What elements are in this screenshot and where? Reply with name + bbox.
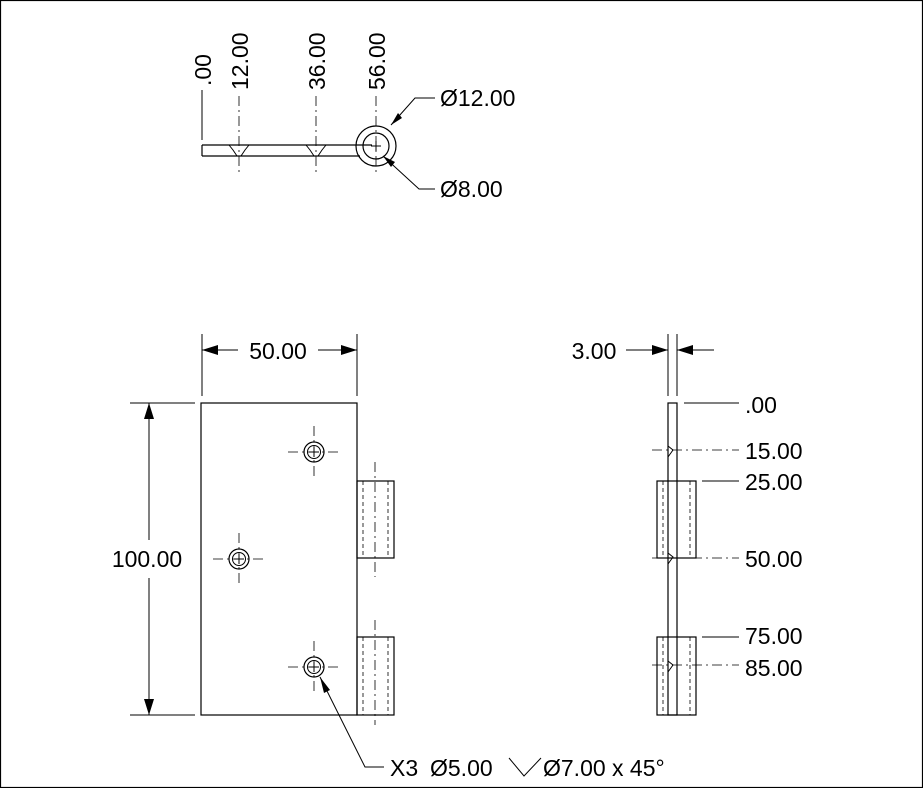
front-view-hole-bottom xyxy=(288,641,340,693)
front-view-knuckle-upper xyxy=(356,480,395,559)
top-ordinate-12: 12.00 xyxy=(227,32,253,90)
top-ordinate-36: 36.00 xyxy=(304,32,330,90)
thickness-dimension-label: 3.00 xyxy=(572,338,617,364)
hole-callout-countersink: Ø7.00 x 45° xyxy=(543,755,665,781)
hole-callout-count: X3 xyxy=(390,755,418,781)
top-view: .00 12.00 36.00 56.00 Ø12.00 Ø8.00 xyxy=(190,32,515,202)
side-ordinate-25: 25.00 xyxy=(745,469,803,495)
top-view-hole-2 xyxy=(305,144,327,157)
side-ordinate-center-lines xyxy=(652,449,739,666)
thickness-extension-lines xyxy=(667,334,678,396)
hole-callout-arrow xyxy=(320,677,330,693)
outer-diameter-arrow xyxy=(391,113,402,125)
front-view-plate xyxy=(200,402,358,716)
countersink-symbol-icon xyxy=(508,757,542,777)
top-view-hole-1 xyxy=(228,144,250,157)
hole-callout-diameter: Ø5.00 xyxy=(430,755,493,781)
side-ordinate-15: 15.00 xyxy=(745,438,803,464)
outer-diameter-leader xyxy=(390,97,435,126)
top-ordinate-0: .00 xyxy=(190,54,216,86)
top-view-plate-outline xyxy=(201,144,372,157)
height-dimension-label: 100.00 xyxy=(112,546,182,572)
width-arrows xyxy=(202,345,357,355)
side-view-countersinks xyxy=(667,445,674,673)
side-view-knuckle-lower xyxy=(656,636,697,716)
inner-diameter-label: Ø8.00 xyxy=(440,176,503,202)
front-view-knuckle-lower xyxy=(356,636,395,716)
front-view-hole-top xyxy=(288,426,340,478)
thickness-arrows xyxy=(652,345,693,355)
front-view-hole-middle xyxy=(213,533,265,585)
side-ordinate-75: 75.00 xyxy=(745,623,803,649)
hole-callout-leader xyxy=(319,676,384,768)
height-extension-lines xyxy=(130,402,195,716)
outer-diameter-label: Ø12.00 xyxy=(440,85,515,111)
side-view: 3.00 .00 15.00 25.00 50.00 75.00 85.00 xyxy=(572,334,803,716)
front-view: 50.00 100.00 X3 Ø5.00 Ø7.00 x 45° xyxy=(112,334,665,781)
inner-diameter-leader xyxy=(382,155,435,190)
width-extension-lines xyxy=(201,334,358,396)
side-ordinate-0: .00 xyxy=(745,392,777,418)
top-ordinate-56: 56.00 xyxy=(364,32,390,90)
inner-diameter-arrow xyxy=(383,156,395,167)
side-ordinate-85: 85.00 xyxy=(745,655,803,681)
side-ordinate-lines xyxy=(684,402,739,638)
side-ordinate-50: 50.00 xyxy=(745,546,803,572)
width-dimension-label: 50.00 xyxy=(249,338,307,364)
front-view-knuckle-hidden-lines xyxy=(362,481,389,715)
side-view-knuckle-hidden-lines xyxy=(662,481,691,715)
